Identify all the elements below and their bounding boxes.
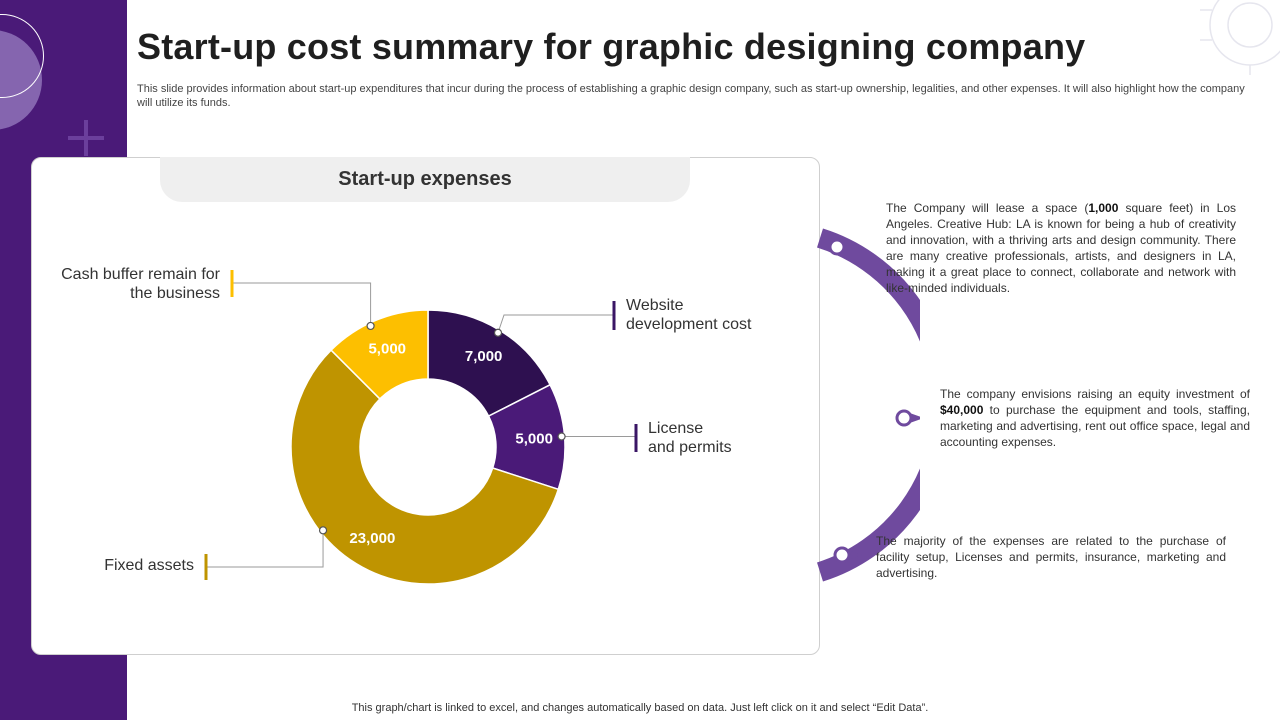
- arc-pin-3: [833, 546, 862, 564]
- note-bold-value: $40,000: [940, 403, 984, 417]
- note-bold-value: 1,000: [1088, 201, 1119, 215]
- callout-label: and permits: [648, 439, 732, 456]
- note-equity-investment: The company envisions raising an equity …: [940, 387, 1250, 449]
- page-subtitle: This slide provides information about st…: [137, 83, 1245, 109]
- slice-value-label: 7,000: [465, 348, 503, 365]
- donut-slice[interactable]: [330, 309, 429, 400]
- slice-value-label: 5,000: [515, 431, 553, 448]
- plus-icon: [66, 118, 106, 158]
- callout-label: Cash buffer remain for: [61, 266, 221, 283]
- gear-icon: [1200, 0, 1280, 75]
- page-title: Start-up cost summary for graphic design…: [137, 26, 1086, 67]
- callout-fixed: Fixed assets: [104, 526, 328, 580]
- callout-cash: Cash buffer remain for the business: [61, 266, 375, 331]
- callout-website: Website development cost: [493, 297, 752, 337]
- arc-pin-2: [895, 409, 920, 427]
- callout-license: License and permits: [557, 420, 732, 456]
- slice-value-label: 23,000: [349, 530, 395, 547]
- note-expense-majority: The majority of the expenses are related…: [876, 534, 1226, 580]
- donut-chart[interactable]: 7,000 5,000 23,000 5,000 Website development …: [32, 158, 821, 656]
- callout-label: the business: [130, 285, 220, 302]
- footer-note: This graph/chart is linked to excel, and…: [351, 702, 929, 714]
- chart-title: Start-up expenses: [160, 157, 690, 202]
- slice-value-label: 5,000: [368, 341, 406, 358]
- note-office-lease: The Company will lease a space (1,000 sq…: [886, 201, 1236, 295]
- callout-label: development cost: [626, 316, 752, 333]
- donut-slice[interactable]: [427, 309, 552, 418]
- callout-label: License: [648, 420, 703, 437]
- callout-label: Fixed assets: [104, 557, 194, 574]
- callout-label: Website: [626, 297, 684, 314]
- arc-timeline: [816, 228, 920, 582]
- arc-pin-1: [828, 238, 859, 256]
- chart-card: Start-up expenses 7,000 5,000 23,000 5,000 W…: [31, 157, 820, 655]
- donut-slice[interactable]: [290, 349, 560, 585]
